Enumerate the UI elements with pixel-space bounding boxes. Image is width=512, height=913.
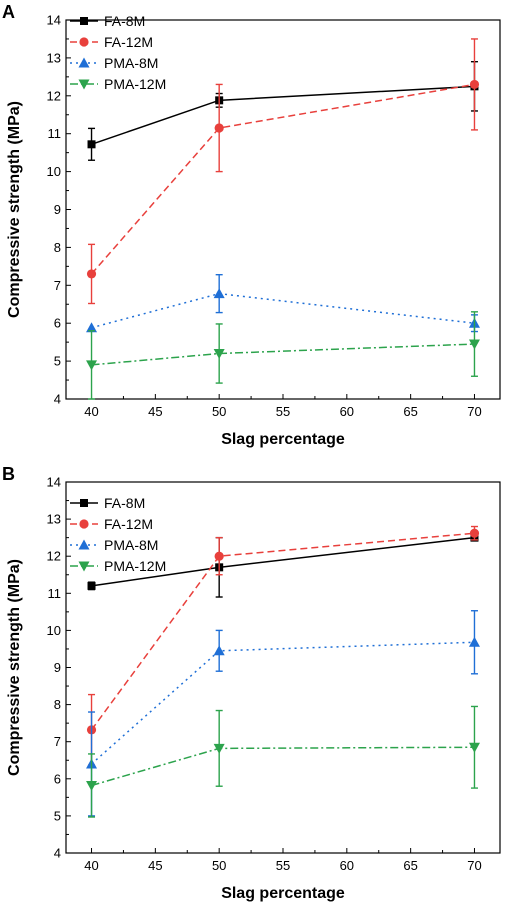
data-point: [469, 79, 480, 90]
legend: FA-8M FA-12M PMA-8M PMA-12M: [70, 13, 166, 92]
x-tick-label: 50: [212, 858, 226, 873]
x-tick-label: 70: [467, 404, 481, 419]
x-tick-label: 60: [340, 404, 354, 419]
y-tick-label: 4: [54, 392, 61, 407]
y-tick-label: 5: [54, 354, 61, 369]
x-tick-label: 40: [84, 858, 98, 873]
legend-marker: [78, 79, 90, 90]
series-line: [91, 746, 475, 787]
y-tick-label: 10: [47, 623, 61, 638]
data-point: [213, 645, 225, 656]
series-pma-12m: [86, 311, 480, 400]
legend-marker: [79, 519, 89, 529]
y-tick-label: 7: [54, 278, 61, 293]
y-tick-label: 7: [54, 734, 61, 749]
legend-label: FA-12M: [104, 34, 153, 50]
series-line: [91, 641, 475, 765]
x-tick-label: 60: [340, 858, 354, 873]
legend-marker: [79, 37, 89, 47]
series-line: [91, 292, 475, 329]
data-point: [86, 269, 97, 279]
y-axis-title: Compressive strength (MPa): [6, 559, 23, 776]
series-line: [91, 343, 475, 366]
x-axis-title: Slag percentage: [221, 885, 345, 902]
legend-label: PMA-8M: [104, 537, 158, 553]
legend-label: PMA-8M: [104, 55, 158, 71]
y-tick-label: 6: [54, 771, 61, 786]
series-pma-12m: [86, 705, 480, 818]
y-tick-label: 11: [48, 586, 62, 601]
y-tick-label: 8: [54, 240, 61, 255]
y-tick-label: 4: [54, 846, 61, 861]
y-tick-label: 13: [47, 50, 61, 65]
x-tick-label: 50: [212, 404, 226, 419]
legend-marker: [78, 561, 90, 572]
y-tick-label: 12: [47, 549, 61, 564]
legend-label: PMA-12M: [104, 558, 166, 574]
x-tick-label: 55: [276, 404, 290, 419]
legend: FA-8M FA-12M PMA-8M PMA-12M: [70, 495, 166, 574]
legend-marker: [78, 539, 90, 550]
y-tick-label: 12: [47, 88, 61, 103]
x-tick-label: 65: [403, 858, 417, 873]
series-line: [91, 85, 475, 146]
legend-label: FA-8M: [104, 13, 145, 29]
y-tick-label: 13: [47, 512, 61, 527]
data-point: [86, 360, 98, 371]
y-tick-label: 8: [54, 697, 61, 712]
data-point: [214, 123, 224, 133]
y-tick-label: 6: [54, 316, 61, 331]
y-tick-label: 5: [54, 808, 61, 823]
y-tick-label: 11: [48, 126, 62, 141]
legend-marker: [78, 57, 90, 68]
y-tick-label: 9: [54, 660, 61, 675]
x-tick-label: 40: [84, 404, 98, 419]
data-point: [213, 349, 225, 360]
data-point: [86, 780, 98, 791]
legend-marker: [80, 17, 88, 25]
legend-label: FA-12M: [104, 516, 153, 532]
data-point: [87, 140, 96, 149]
data-point: [213, 288, 225, 299]
y-tick-label: 10: [47, 164, 61, 179]
series-pma-8m: [86, 273, 480, 333]
data-point: [468, 742, 480, 753]
data-point: [468, 339, 480, 350]
data-point: [213, 743, 225, 754]
y-tick-label: 14: [47, 13, 61, 28]
y-tick-label: 14: [47, 475, 61, 490]
x-tick-label: 55: [276, 858, 290, 873]
data-point: [468, 636, 480, 647]
x-tick-label: 45: [148, 858, 162, 873]
legend-marker: [80, 499, 88, 507]
x-axis-title: Slag percentage: [221, 431, 345, 448]
series-fa-12m: [86, 38, 480, 305]
data-point: [469, 528, 480, 538]
x-tick-label: 70: [467, 858, 481, 873]
y-tick-label: 9: [54, 202, 61, 217]
x-tick-label: 65: [403, 404, 417, 419]
x-tick-label: 45: [148, 404, 162, 419]
panel-letter-b: B: [2, 464, 15, 484]
data-point: [86, 322, 98, 333]
data-point: [214, 551, 224, 561]
series-fa-12m: [86, 525, 480, 766]
legend-label: PMA-12M: [104, 76, 166, 92]
data-point: [87, 581, 96, 590]
series-line: [90, 83, 475, 275]
series-pma-8m: [86, 610, 480, 817]
legend-label: FA-8M: [104, 495, 145, 511]
y-axis-title: Compressive strength (MPa): [6, 101, 23, 318]
panel-letter-a: A: [2, 2, 15, 22]
